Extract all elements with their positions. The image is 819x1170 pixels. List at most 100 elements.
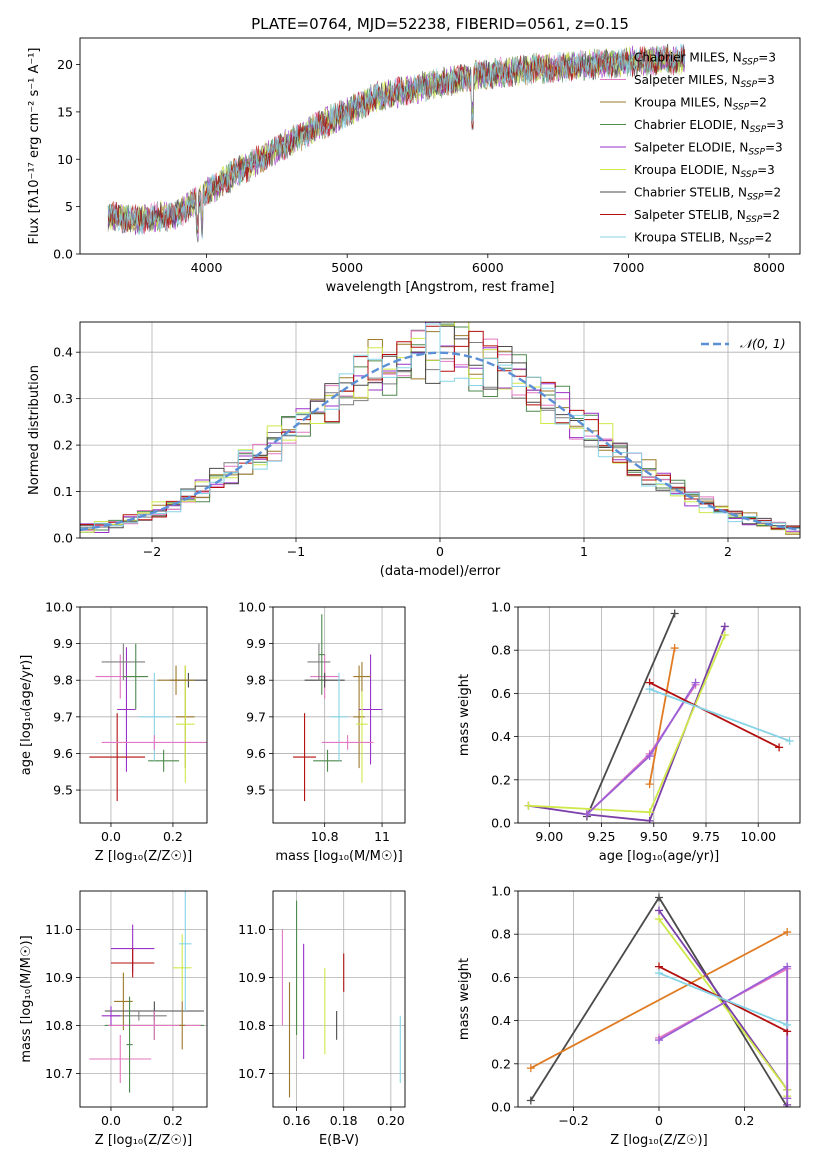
- legend-value: =3: [766, 118, 784, 132]
- legend-value: =3: [757, 163, 775, 177]
- x-tick-label: 9.00: [535, 829, 563, 844]
- weight-marker: [655, 893, 663, 902]
- legend-entry: Chabrier MILES, NSSP=3: [634, 51, 776, 68]
- axes-frame: [517, 890, 801, 1108]
- x-tick-label: 7000: [613, 260, 645, 275]
- y-tick-label: 9.6: [246, 746, 266, 761]
- weight-line: [658, 967, 789, 1099]
- axes-frame: [272, 890, 406, 1108]
- y-tick-label: 9.6: [53, 746, 73, 761]
- x-axis-label: age [log₁₀(age/yr)]: [599, 849, 720, 864]
- legend-subscript: SSP: [742, 58, 759, 68]
- weight-marker: [526, 1096, 535, 1105]
- legend-value: =3: [757, 73, 775, 87]
- plot-area: [89, 643, 207, 802]
- legend-value: =2: [762, 208, 780, 222]
- y-tick-label: 15: [57, 104, 73, 119]
- weight-line: [586, 684, 697, 816]
- legend-subscript: SSP: [733, 103, 750, 113]
- legend-subscript: SSP: [748, 148, 765, 158]
- weight-marker: [655, 969, 663, 978]
- weight-marker: [670, 609, 679, 618]
- x-tick-label: 9.25: [588, 829, 616, 844]
- x-axis-label: wavelength [Angstrom, rest frame]: [326, 280, 555, 295]
- weight-marker: [524, 801, 533, 810]
- legend: Chabrier MILES, NSSP=3 Salpeter MILES, NS…: [600, 51, 784, 248]
- x-axis-label: mass [log₁₀(M/M☉)]: [275, 849, 402, 864]
- legend-entry: Salpeter ELODIE, NSSP=3: [634, 141, 783, 158]
- chart-weights_vs_Z: −0.2 0 0.2 0.0 0.2 0.4 0.6 0.8 1.0 Z [log₁₀(Z/Z☉)…: [457, 884, 801, 1148]
- weight-marker: [645, 780, 654, 789]
- weight-marker: [691, 678, 700, 687]
- y-axis-label: mass weight: [457, 674, 472, 756]
- x-tick-label: 0.0: [101, 1113, 121, 1128]
- y-tick-label: 1.0: [491, 600, 511, 615]
- x-axis-label: Z [log₁₀(Z/Z☉)]: [95, 1133, 192, 1148]
- legend-subscript: SSP: [741, 80, 758, 90]
- x-tick-label: 0.16: [283, 1113, 311, 1128]
- weight-line: [586, 613, 676, 817]
- x-tick-label: 2: [724, 544, 732, 559]
- x-tick-label: 0.0: [101, 829, 121, 844]
- axes-frame: [79, 37, 801, 255]
- legend-value: =2: [749, 96, 767, 110]
- y-tick-label: 0.8: [491, 927, 511, 942]
- x-tick-label: 6000: [472, 260, 504, 275]
- y-tick-label: 0.4: [491, 729, 511, 744]
- y-axis-label: mass [log₁₀(M/M☉)]: [19, 935, 34, 1062]
- axes-frame: [517, 606, 801, 824]
- y-axis-label: Normed distribution: [27, 365, 42, 495]
- y-tick-label: 0.2: [491, 1056, 511, 1071]
- x-tick-label: −2: [143, 544, 161, 559]
- x-tick-label: 1: [580, 544, 588, 559]
- legend-entry: 𝒩(0, 1): [740, 336, 786, 351]
- legend-value: =3: [758, 51, 776, 65]
- chart-age_vs_Z: 0.0 0.2 9.5 9.6 9.7 9.8 9.9 10.0 Z [log₁₀(Z/Z☉)]…: [19, 600, 208, 864]
- y-tick-label: 11.0: [238, 922, 266, 937]
- legend-value: =2: [754, 231, 772, 245]
- x-tick-label: 10.8: [311, 829, 339, 844]
- y-tick-label: 0.8: [491, 643, 511, 658]
- y-tick-label: 0.4: [491, 1013, 511, 1028]
- legend-entry: Kroupa MILES, NSSP=2: [634, 96, 767, 113]
- x-tick-label: 9.50: [640, 829, 668, 844]
- legend-value: =3: [765, 141, 783, 155]
- y-tick-label: 1.0: [491, 884, 511, 899]
- x-tick-label: 0.18: [330, 1113, 358, 1128]
- x-tick-label: 8000: [753, 260, 785, 275]
- weight-line: [658, 972, 788, 1026]
- y-tick-label: 9.7: [246, 709, 266, 724]
- x-tick-label: 0.20: [377, 1113, 405, 1128]
- chart-residuals: −2 −1 0 1 2 0.0 0.1 0.2 0.3 0.4 (data-model)/error…: [27, 321, 801, 579]
- legend-entry: Chabrier STELIB, NSSP=2: [634, 186, 781, 203]
- legend-subscript: SSP: [738, 238, 755, 248]
- y-axis-label: mass weight: [457, 958, 472, 1040]
- y-tick-label: 10.8: [45, 1018, 73, 1033]
- weight-marker: [582, 810, 591, 819]
- x-tick-label: 9.75: [692, 829, 720, 844]
- y-tick-label: 9.5: [53, 783, 73, 798]
- weight-marker: [783, 928, 792, 937]
- y-tick-label: 0.6: [491, 686, 511, 701]
- legend-subscript: SSP: [747, 193, 764, 203]
- x-axis-label: E(B-V): [319, 1133, 359, 1148]
- y-tick-label: 10.8: [238, 1018, 266, 1033]
- x-tick-label: −0.2: [558, 1113, 588, 1128]
- y-tick-label: 10.9: [238, 970, 266, 985]
- x-axis-label: Z [log₁₀(Z/Z☉)]: [610, 1133, 707, 1148]
- y-tick-label: 10.7: [238, 1066, 266, 1081]
- legend-entry: Kroupa STELIB, NSSP=2: [634, 231, 772, 248]
- chart-age_vs_mass: 10.8 11 9.5 9.6 9.7 9.8 9.9 10.0 mass [log₁₀(M/M…: [238, 600, 406, 864]
- chart-ebv: 0.16 0.18 0.20 10.7 10.8 10.9 11.0 E(B-V): [238, 890, 406, 1148]
- weight-marker: [526, 1064, 535, 1073]
- weight-line: [649, 681, 780, 749]
- x-tick-label: 0: [436, 544, 444, 559]
- legend-subscript: SSP: [746, 215, 763, 225]
- plot-area: [89, 891, 204, 1093]
- weight-marker: [720, 622, 729, 631]
- y-tick-label: 10.7: [45, 1066, 73, 1081]
- y-tick-label: 9.8: [53, 673, 73, 688]
- weight-marker: [783, 1020, 792, 1029]
- chart-weights_vs_age: 9.00 9.25 9.50 9.75 10.00 0.0 0.2 0.4 0.6 0.8 1.0 a…: [457, 600, 801, 864]
- plot-area: [281, 900, 401, 1098]
